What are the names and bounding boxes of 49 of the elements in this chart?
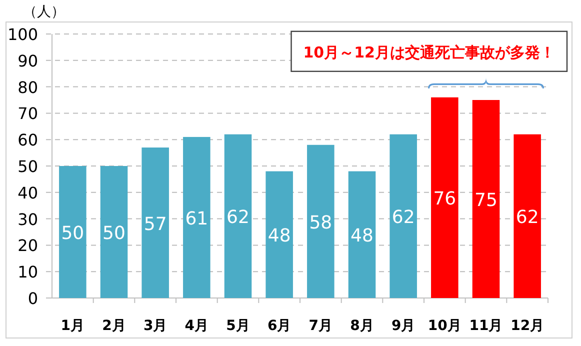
bar — [224, 134, 252, 298]
data-label: 75 — [474, 190, 498, 211]
x-tick-label: 10月 — [428, 318, 462, 334]
data-label: 57 — [144, 214, 167, 235]
x-tick-label: 6月 — [267, 318, 292, 334]
y-tick-label: 0 — [28, 289, 38, 308]
x-tick-label: 7月 — [308, 318, 333, 334]
y-tick-label: 30 — [18, 210, 38, 229]
x-tick-label: 9月 — [391, 318, 416, 334]
bar — [307, 144, 334, 298]
x-tick-label: 3月 — [143, 318, 168, 334]
y-tick-label: 70 — [18, 104, 38, 124]
data-label: 48 — [350, 226, 374, 247]
bar — [431, 97, 458, 298]
data-label: 62 — [516, 207, 539, 228]
data-label: 48 — [268, 226, 291, 247]
y-tick-label: 20 — [18, 236, 38, 256]
bar — [472, 100, 500, 298]
data-label: 58 — [309, 212, 332, 234]
data-label: 76 — [433, 188, 456, 210]
data-label: 50 — [61, 223, 84, 244]
bar — [142, 148, 169, 298]
bar — [266, 171, 293, 298]
x-tick-label: 1月 — [60, 318, 85, 334]
bar — [183, 136, 210, 298]
x-tick-label: 2月 — [102, 318, 126, 334]
x-tick-label: 11月 — [469, 318, 503, 334]
y-axis-title: （人） — [23, 4, 65, 20]
y-tick-label: 90 — [18, 51, 38, 70]
y-tick-label: 80 — [18, 78, 38, 97]
y-tick-label: 50 — [18, 157, 38, 176]
data-label: 61 — [185, 208, 208, 230]
bar — [348, 171, 376, 298]
bar — [59, 166, 86, 298]
x-tick-label: 4月 — [184, 318, 209, 334]
y-tick-label: 40 — [18, 183, 38, 202]
annotation: 10月～12月は交通死亡事故が多発！ — [303, 43, 555, 62]
y-tick-label: 60 — [18, 130, 38, 150]
y-tick-label: 10 — [18, 262, 38, 282]
data-label: 62 — [392, 207, 415, 228]
x-tick-label: 12月 — [510, 318, 544, 334]
bar — [100, 166, 128, 298]
bar — [514, 134, 541, 298]
bar — [390, 134, 417, 298]
data-label: 50 — [102, 223, 126, 244]
x-tick-label: 8月 — [350, 318, 374, 334]
data-label: 62 — [226, 207, 250, 228]
y-tick-label: 100 — [7, 25, 38, 44]
x-tick-label: 5月 — [226, 318, 250, 334]
